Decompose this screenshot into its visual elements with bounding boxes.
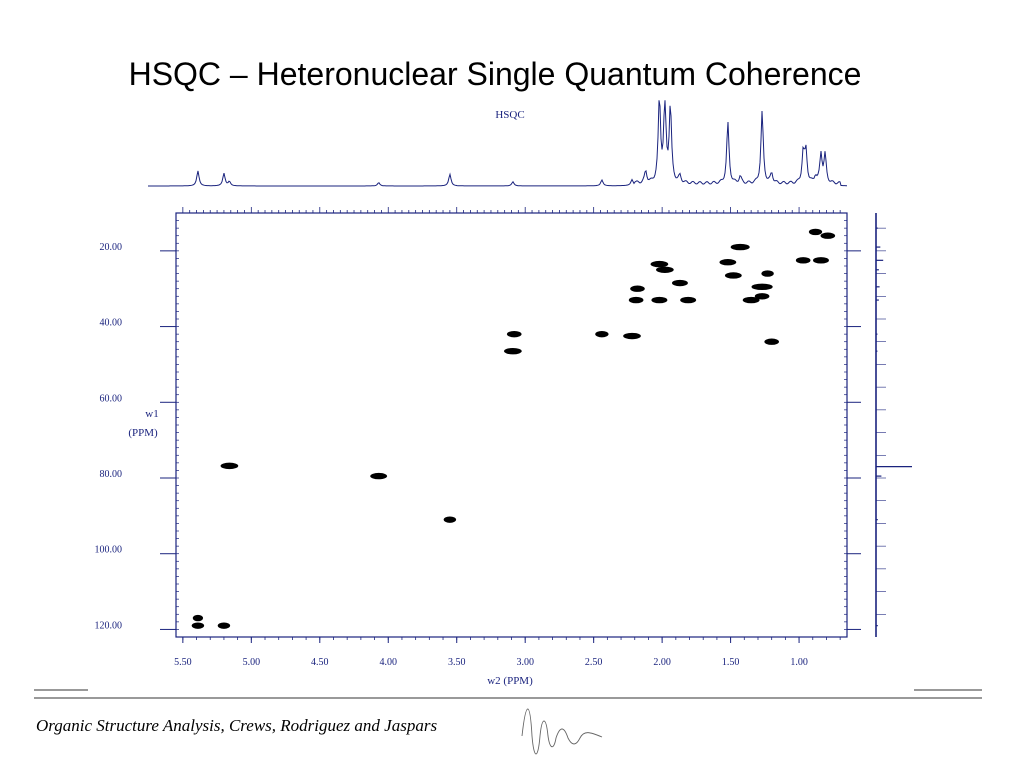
- cross-peak: [217, 622, 231, 629]
- chart-title: HSQC: [495, 109, 524, 121]
- cross-peak: [220, 462, 239, 470]
- x-tick-label: 5.00: [243, 657, 261, 668]
- proton-projection-trace: [148, 100, 847, 187]
- cross-peak: [680, 296, 697, 304]
- x-tick-label: 2.50: [585, 657, 603, 668]
- footer-citation: Organic Structure Analysis, Crews, Rodri…: [36, 716, 438, 735]
- cross-peak: [443, 516, 457, 523]
- cross-peak: [656, 266, 674, 273]
- y-tick-label: 80.00: [100, 469, 123, 480]
- cross-peak: [764, 338, 779, 345]
- plot-frame: [175, 212, 848, 638]
- cross-peak: [808, 228, 823, 236]
- cross-peak: [623, 332, 641, 340]
- y-tick-label: 120.00: [95, 620, 123, 631]
- cross-peak: [813, 257, 829, 264]
- cross-peak: [751, 283, 773, 291]
- x-tick-labels: 5.50 5.00 4.50 4.00 3.50 3.00 2.50 2.00 1.50 1.00: [174, 657, 808, 668]
- fid-wave-logo: [521, 708, 603, 755]
- y-axis-label-line1: w1: [145, 408, 158, 420]
- x-tick-label: 4.00: [380, 657, 398, 668]
- x-tick-label: 3.50: [448, 657, 466, 668]
- cross-peak: [370, 472, 388, 480]
- cross-peak: [630, 285, 645, 292]
- cross-peaks: [191, 228, 836, 629]
- y-axis-label-line2: (PPM): [128, 427, 158, 439]
- y-tick-label: 20.00: [100, 242, 123, 253]
- cross-peak: [730, 243, 750, 251]
- proton-projection-spectrum: [148, 100, 847, 187]
- cross-peak: [795, 257, 811, 264]
- cross-peak: [191, 622, 205, 629]
- x-tick-label: 2.00: [653, 657, 671, 668]
- cross-peak: [192, 614, 204, 622]
- x-tick-label: 4.50: [311, 657, 329, 668]
- y-tick-label: 60.00: [100, 393, 123, 404]
- cross-peak: [504, 347, 522, 355]
- cross-peak: [506, 330, 522, 338]
- cross-peak: [651, 296, 668, 304]
- cross-peak: [754, 293, 770, 300]
- y-tick-label: 40.00: [100, 318, 123, 329]
- cross-peak: [628, 296, 644, 304]
- cross-peak: [650, 260, 669, 268]
- cross-peak: [820, 232, 836, 239]
- axis-ticks: [160, 207, 861, 643]
- x-tick-label: 1.00: [790, 657, 808, 668]
- y-tick-labels: 20.00 40.00 60.00 80.00 100.00 120.00: [95, 242, 123, 632]
- slide-title: HSQC – Heteronuclear Single Quantum Cohe…: [128, 56, 862, 92]
- cross-peak: [671, 279, 688, 287]
- cross-peak: [724, 272, 742, 279]
- y-tick-label: 100.00: [95, 545, 123, 556]
- cross-peak: [595, 330, 609, 338]
- x-tick-label: 1.50: [722, 657, 740, 668]
- x-axis-label: w2 (PPM): [487, 675, 533, 687]
- cross-peak: [742, 296, 760, 304]
- carbon-projection-spectrum: [875, 213, 912, 637]
- cross-peak: [761, 270, 774, 277]
- x-tick-label: 3.00: [516, 657, 534, 668]
- cross-peak: [719, 259, 737, 266]
- x-tick-label: 5.50: [174, 657, 192, 668]
